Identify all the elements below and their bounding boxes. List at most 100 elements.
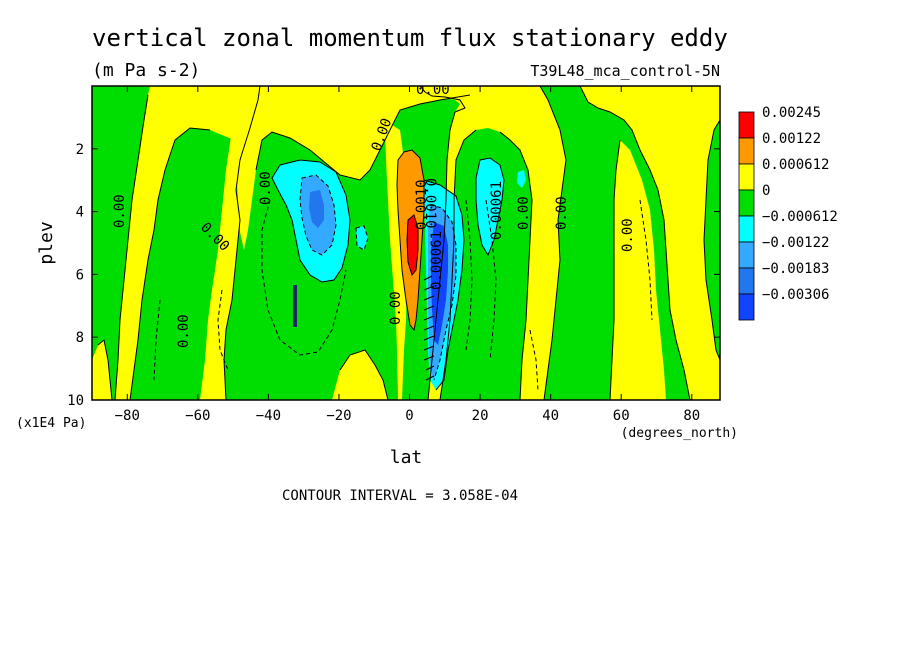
x-axis-units: (degrees_north) [621, 426, 738, 441]
contour-label: 0.00 [258, 171, 274, 205]
contour-label: 0.00 [516, 196, 532, 230]
dense-contour-hatch [423, 335, 435, 341]
contour-line [499, 131, 533, 400]
contour-label: 0.00 [112, 194, 128, 228]
dashed-contours [153, 174, 653, 391]
legend-label: −0.000612 [762, 209, 838, 225]
x-tick-label: 80 [683, 408, 700, 424]
contour-line [255, 94, 471, 181]
dashed-contour [639, 199, 653, 321]
cyan-region-north-right [476, 158, 504, 255]
red-region [407, 215, 418, 275]
color-legend: 0.00245 0.00122 0.000612 0 −0.000612 −0.00122… [738, 105, 838, 321]
x-tick-label: −80 [115, 408, 140, 424]
contour-line [92, 86, 261, 400]
legend-label: −0.00306 [762, 287, 829, 303]
legend-label: −0.00183 [762, 261, 829, 277]
dashed-contour [355, 225, 369, 251]
x-tick-label: 20 [472, 408, 489, 424]
dashed-contour [153, 299, 161, 381]
legend-label: 0.000612 [762, 157, 829, 173]
contour-label: 0.0010 [422, 178, 438, 229]
dark-bar-south [293, 285, 297, 327]
contour-line [703, 119, 720, 361]
negative-region-south [272, 160, 368, 327]
legend-label: −0.00122 [762, 235, 829, 251]
dense-contour-hatch [423, 295, 435, 301]
dataset-label: T39L48_mca_control-5N [530, 62, 720, 80]
legend-swatch [738, 163, 755, 191]
y-axis: 2 4 6 8 10 [67, 142, 720, 409]
yellow-region-far-right [580, 86, 720, 400]
yellow-region-right-column [428, 86, 566, 400]
legend-swatch [738, 293, 755, 321]
contour-label: 0.00 [176, 314, 192, 348]
legend-swatch [738, 215, 755, 243]
x-tick-label: −60 [185, 408, 210, 424]
contour-line [423, 179, 465, 391]
chart-units: (m Pa s-2) [92, 60, 200, 81]
deep-blue-region-south [309, 190, 324, 228]
dense-contour-hatch [423, 325, 435, 331]
dashed-contour [299, 174, 337, 256]
y-axis-units: (x1E4 Pa) [16, 416, 86, 431]
legend-label: 0.00245 [762, 105, 821, 121]
dense-contours [423, 275, 435, 381]
contour-line [114, 94, 149, 400]
y-tick-label: 4 [76, 205, 84, 221]
legend-swatch [738, 137, 755, 165]
cyan-patch-south [356, 226, 368, 250]
contour-line [339, 349, 389, 400]
legend-swatch [738, 189, 755, 217]
dense-contour-hatch [423, 355, 435, 361]
dashed-contour [465, 199, 473, 351]
x-tick-label: 0 [405, 408, 413, 424]
legend-label: 0.00122 [762, 131, 821, 147]
cyan-patch-north [517, 170, 526, 188]
dashed-contour [261, 199, 347, 356]
contour-line [475, 157, 505, 257]
y-axis-label: plev [36, 221, 57, 264]
plot-area: 0.00 0.00 0.00 0.00 0.00 0.00 0.00 0.00 … [92, 82, 720, 400]
y-tick-label: 10 [67, 393, 84, 409]
x-tick-label: 40 [542, 408, 559, 424]
contour-label: 0.00 [554, 196, 570, 230]
yellow-region-top-band [115, 86, 470, 400]
yellow-region-right-bottom [610, 140, 666, 400]
dense-contour-hatch [425, 365, 435, 371]
contour-line [406, 214, 419, 277]
dense-contour-hatch [423, 305, 435, 311]
contour-line [129, 127, 211, 400]
contour-interval: CONTOUR INTERVAL = 3.058E-04 [282, 488, 518, 504]
legend-swatch [738, 267, 755, 295]
dense-contour-hatch [423, 275, 433, 281]
plot-frame [91, 85, 721, 401]
y-tick-label: 2 [76, 142, 84, 158]
contour-line [539, 86, 567, 400]
yellow-region-bottom-center [332, 350, 388, 400]
contour-line [271, 159, 351, 283]
y-tick-label: 8 [76, 330, 84, 346]
legend-swatch [738, 241, 755, 269]
chart-title: vertical zonal momentum flux stationary … [92, 24, 728, 52]
dashed-contour [485, 199, 497, 361]
x-tick-label: −20 [326, 408, 351, 424]
legend-label: 0 [762, 183, 770, 199]
contour-line [97, 339, 113, 400]
y-tick-label: 6 [76, 267, 84, 283]
legend-swatch [738, 111, 755, 139]
contour-lines [92, 86, 720, 400]
contour-label: 0.00 [416, 82, 450, 98]
contour-line [609, 139, 621, 400]
dense-contour-hatch [423, 345, 435, 351]
contour-label: 0.00 [388, 291, 404, 325]
dense-contour-hatch [423, 285, 435, 291]
contour-line [579, 86, 691, 400]
contour-labels: 0.00 0.00 0.00 0.00 0.00 0.00 0.00 0.00 … [112, 82, 636, 348]
contour-line [396, 149, 425, 332]
contour-label: 0.0010 [414, 179, 430, 230]
x-tick-label: 60 [613, 408, 630, 424]
x-axis: −80 −60 −40 −20 0 20 40 60 80 [115, 86, 700, 424]
dense-contour-hatch [425, 375, 435, 381]
